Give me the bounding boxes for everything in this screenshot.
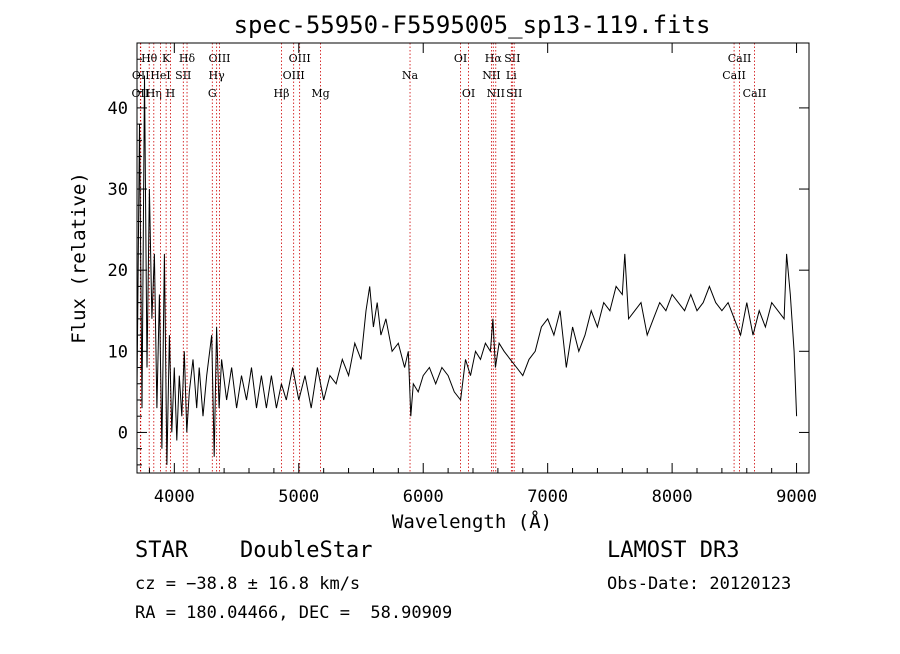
- line-marker-label: OI: [462, 87, 475, 100]
- line-marker-label: HeI: [150, 69, 170, 82]
- line-marker-label: CaII: [722, 69, 746, 82]
- x-tick-label: 6000: [403, 487, 444, 507]
- object-subclass: DoubleStar: [240, 538, 373, 563]
- flux-series: [136, 75, 798, 465]
- chart-title: spec-55950-F5595005_sp13-119.fits: [234, 11, 711, 39]
- line-marker-label: Hγ: [209, 69, 226, 82]
- y-tick-label: 40: [108, 99, 128, 119]
- line-marker-label: Hη: [146, 87, 162, 100]
- x-axis-label: Wavelength (Å): [392, 510, 552, 533]
- y-tick-label: 10: [108, 342, 128, 362]
- x-axis-ticks: 4000 5000 6000 7000 8000 9000: [148, 43, 817, 507]
- line-marker-label: G: [208, 87, 217, 100]
- line-marker-label: OIII: [289, 52, 311, 65]
- y-tick-label: 20: [108, 261, 128, 281]
- line-marker-label: OIII: [208, 52, 230, 65]
- line-marker-label: Hδ: [179, 52, 196, 65]
- y-tick-label: 30: [108, 180, 128, 200]
- line-marker-label: Hθ: [141, 52, 158, 65]
- obs-date: Obs-Date: 20120123: [607, 574, 792, 594]
- coordinates: RA = 180.04466, DEC = 58.90909: [135, 603, 453, 623]
- flux-line: [136, 75, 798, 465]
- line-marker-label: SII: [506, 87, 522, 100]
- line-marker-label: SII: [175, 69, 191, 82]
- line-marker-label: Mg: [311, 87, 329, 100]
- x-tick-label: 7000: [527, 487, 568, 507]
- line-marker-label: Li: [506, 69, 517, 82]
- y-axis-label: Flux (relative): [68, 172, 90, 344]
- x-tick-label: 5000: [278, 487, 319, 507]
- line-marker-label: H: [166, 87, 176, 100]
- line-marker-label: K: [162, 52, 171, 65]
- line-marker-label: OIII: [283, 69, 305, 82]
- line-marker-label: OI: [454, 52, 467, 65]
- line-marker-label: NII: [487, 87, 505, 100]
- survey-name: LAMOST DR3: [607, 538, 740, 563]
- line-marker-label: SII: [504, 52, 520, 65]
- line-marker-label: Hβ: [274, 87, 290, 100]
- plot-frame: [136, 42, 810, 474]
- line-marker-label: CaII: [743, 87, 767, 100]
- x-tick-label: 9000: [776, 487, 817, 507]
- x-tick-label: 4000: [154, 487, 195, 507]
- object-class: STAR: [135, 538, 188, 563]
- line-marker-label: Na: [402, 69, 419, 82]
- y-tick-label: 0: [118, 423, 128, 443]
- y-axis-ticks: 0 10 20 30 40: [108, 58, 809, 466]
- line-marker-label: Hα: [485, 52, 503, 65]
- x-tick-label: 8000: [652, 487, 693, 507]
- line-marker-label: CaII: [728, 52, 752, 65]
- redshift-cz: cz = −38.8 ± 16.8 km/s: [135, 574, 361, 594]
- line-marker-label: NII: [482, 69, 500, 82]
